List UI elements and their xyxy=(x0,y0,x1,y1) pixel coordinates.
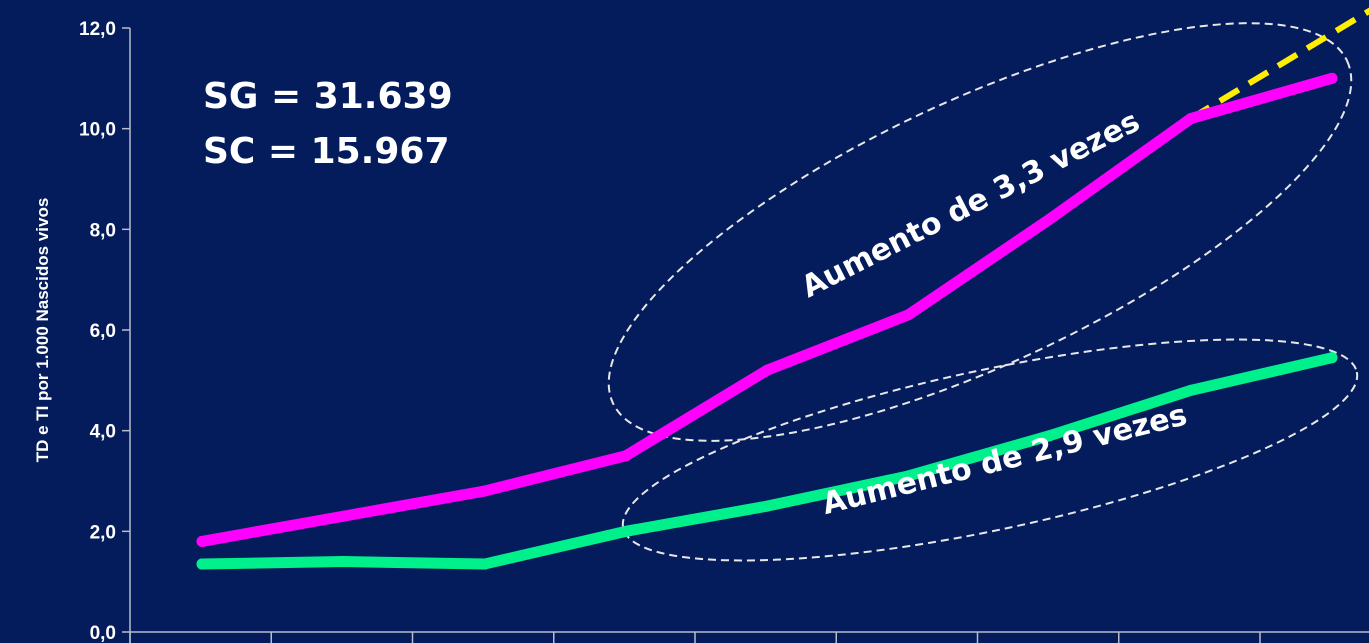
annotation-lower: Aumento de 2,9 vezes xyxy=(819,398,1191,523)
data-point xyxy=(761,500,773,512)
y-tick-label: 6,0 xyxy=(90,321,116,342)
y-tick-label: 8,0 xyxy=(90,220,116,241)
data-point xyxy=(620,525,632,537)
data-point xyxy=(902,470,914,482)
projection-line xyxy=(1189,7,1369,122)
data-point xyxy=(337,556,349,568)
data-point xyxy=(761,364,773,376)
series-layer xyxy=(196,7,1369,570)
data-point xyxy=(479,558,490,570)
data-point xyxy=(1044,213,1055,225)
data-point xyxy=(1185,384,1197,396)
data-point xyxy=(1044,430,1055,442)
y-tick-label: 12,0 xyxy=(79,19,116,40)
data-point xyxy=(196,558,208,570)
y-axis-label: TD e TI por 1.000 Nascidos vivos xyxy=(33,198,52,463)
annotation-ellipse-upper xyxy=(607,22,1353,442)
data-point xyxy=(1326,72,1338,84)
stat-sc: SC = 15.967 xyxy=(203,131,450,172)
data-point xyxy=(1185,113,1197,125)
data-point xyxy=(902,309,914,321)
data-point xyxy=(620,450,632,462)
stat-sg: SG = 31.639 xyxy=(203,76,453,117)
y-tick-label: 10,0 xyxy=(79,120,116,141)
data-point xyxy=(337,510,349,522)
series-line-2 xyxy=(196,352,1338,570)
y-tick-group: 0,0 2,0 4,0 6,0 8,0 10,0 12,0 xyxy=(79,19,130,643)
data-point xyxy=(1326,352,1338,364)
annotation-ellipse-lower xyxy=(621,338,1359,562)
y-tick-label: 4,0 xyxy=(90,422,116,443)
y-tick-label: 0,0 xyxy=(90,623,116,643)
data-point xyxy=(479,485,490,497)
data-point xyxy=(196,535,208,547)
x-tick-group xyxy=(129,631,1369,643)
y-tick-label: 2,0 xyxy=(90,522,116,543)
